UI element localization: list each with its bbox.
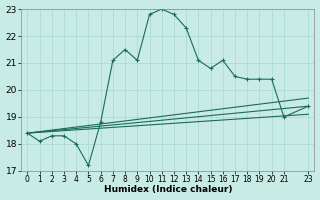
X-axis label: Humidex (Indice chaleur): Humidex (Indice chaleur) [104,185,232,194]
